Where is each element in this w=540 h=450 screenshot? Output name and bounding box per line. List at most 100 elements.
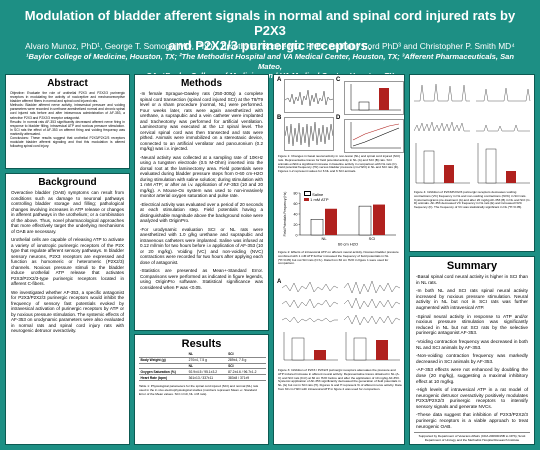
legend-swatch: [304, 198, 309, 201]
neural-trace: [343, 280, 401, 295]
bar: [291, 337, 305, 361]
methods-paragraph-1: -In female Sprague-Dawley rats (250-300g…: [140, 91, 263, 151]
figure-1-chart-d: [344, 119, 404, 153]
title-line-1: Modulation of bladder afferent signals i…: [24, 8, 516, 38]
table-row: Body Weight (g) 270±4, 7.5 g 289±4, 7.5 …: [139, 357, 266, 364]
table-cell: 87.2±4.6 / 96.7±1.2: [226, 368, 266, 376]
summary-panel: Summary -Basal spinal cord neural activi…: [409, 256, 535, 445]
bar: [379, 88, 389, 110]
figure-1-label-d: D: [336, 115, 341, 121]
figure-3-label-a: A: [277, 279, 282, 285]
summary-point: -AF-353 effects were not enhanced by dou…: [416, 367, 528, 384]
background-heading: Background: [38, 177, 97, 188]
y-tick-label: 40: [294, 212, 298, 216]
y-axis-label: Field Potentials Frequency (Hz): [283, 192, 287, 237]
table-header-cell: [139, 352, 188, 358]
table-cell: Heart Rate (bpm): [139, 374, 188, 381]
figure-1-trace-b: [284, 117, 334, 151]
abstract-heading: Abstract: [47, 78, 88, 89]
figure-4-caption: Figure 4: Inhibition of P2X3/P2X2/3 puri…: [414, 190, 531, 210]
summary-point: -Spinal neural activity in response to A…: [416, 313, 528, 336]
table-row: Heart Rate (bpm) 361±13 / 337±11 383±8 /…: [139, 374, 266, 381]
series-line: [352, 123, 400, 141]
bar: [376, 340, 388, 360]
table-cell: 92.9±4.5 / 95.1±3.2: [187, 368, 227, 376]
affiliations: ¹Baylor College of Medicine, Houston, TX…: [18, 52, 522, 81]
table-cell: Oxygen Saturation (%): [139, 368, 188, 376]
neural-trace: [343, 297, 401, 310]
affiliation-line-2: CA; ⁴Baylor College of Medicine and VA M…: [146, 71, 394, 80]
table-header-cell: SCI: [226, 352, 266, 358]
bar: [314, 350, 326, 360]
summary-heading: Summary: [446, 260, 498, 272]
legend-swatch: [304, 191, 311, 196]
legend-item-atp: 1 mM ATP: [304, 197, 329, 202]
series-line: [352, 127, 400, 147]
figure-3-caption: Figure 3: Inhibition of P2X3 / P2X2/3 pu…: [278, 368, 402, 391]
abstract-panel: Abstract Objective: Evaluate the role of…: [5, 74, 130, 169]
pressure-trace: [476, 124, 530, 132]
figure-1-trace-a: [284, 79, 334, 113]
y-tick-label: 60: [294, 202, 298, 206]
figure-3-traces: [282, 280, 401, 361]
summary-point: -These data suggest that inhibition of P…: [416, 412, 528, 429]
bar: [485, 148, 497, 184]
figure-2-chart: 0 20 40 60 80 Field Potentials Frequency (Hz)…: [283, 191, 396, 247]
legend-item-saline: Saline: [304, 191, 329, 197]
methods-heading: Methods: [180, 78, 223, 89]
abstract-results: Results: In normal rats AF-353 significa…: [10, 119, 125, 136]
table-cell: [139, 363, 188, 370]
neural-trace: [285, 89, 333, 107]
summary-point: -In both NL and SCI rats spinal neural a…: [416, 288, 528, 310]
table-cell: Body Weight (g): [139, 357, 188, 364]
abstract-methods: Methods: Bladder afferent nerve activity…: [10, 103, 125, 120]
summary-point: -High levels of intravesical ATP in a ra…: [416, 387, 528, 409]
neural-trace: [282, 316, 338, 324]
abstract-conclusions: Conclusions: These results suggest that …: [10, 136, 125, 149]
results-heading: Results: [181, 338, 222, 350]
abstract-objective: Objective: Evaluate the role of urotheli…: [10, 91, 125, 104]
methods-paragraph-5: -Statistics are presented as Mean+-Stand…: [140, 268, 263, 290]
figure-1-chart-c: [344, 81, 404, 115]
figures-panel: A B C D Figure 1: Changes in basal neura…: [273, 74, 405, 445]
x-axis-label: 60 cm H2O: [338, 242, 358, 247]
table-row: Oxygen Saturation (%) 92.9±4.5 / 95.1±3.…: [139, 368, 266, 376]
neural-trace: [282, 281, 339, 293]
figure-1-label-b: B: [277, 115, 282, 121]
table-header-row: NL SCI: [139, 352, 266, 358]
affiliation-line-1: ¹Baylor College of Medicine, Houston, TX…: [25, 52, 515, 71]
table-cell: 361±13 / 337±11: [187, 374, 227, 381]
bar-1-mm-atp-nl: [325, 208, 337, 235]
poster-title: Modulation of bladder afferent signals i…: [18, 8, 522, 53]
table-cell: 289±4, 7.5 g: [226, 357, 266, 364]
table-caption: Table 1: Physiological parameters for th…: [139, 383, 259, 396]
summary-point: -Voiding contraction frequency was decre…: [416, 338, 528, 350]
summary-point: -Non-voiding contraction frequency was m…: [416, 353, 528, 364]
table-cell: SCI: [226, 363, 266, 370]
figure-1-caption: Figure 1: Changes in basal neural activi…: [278, 154, 401, 174]
methods-paragraph-3: -Electrical activity was evaluated over …: [140, 201, 263, 224]
title-line-2: and P2X2/3 purinergic receptors.: [168, 38, 372, 53]
author-list: Alvaro Munoz, PhD¹, George T. Somogyi MD…: [25, 41, 515, 51]
summary-point: -Basal spinal cord neural activity is hi…: [416, 274, 528, 285]
bar: [358, 101, 370, 111]
x-tick-label: NL: [321, 236, 327, 241]
table-cell: 270±4, 7.5 g: [187, 357, 227, 364]
methods-paragraph-2: -Neural activity was collected at a samp…: [140, 154, 263, 199]
table-row: NL SCI: [139, 363, 266, 370]
results-panel: Results NL SCI Body Weight (g) 270±4, 7.…: [134, 334, 269, 445]
poster-header: Modulation of bladder afferent signals i…: [0, 0, 540, 90]
y-tick-label: 20: [294, 223, 298, 227]
pressure-trace: [414, 121, 470, 132]
background-paragraph-3: We investigated whether AF-353, a specif…: [11, 289, 124, 334]
figure-1-label-a: A: [277, 77, 282, 83]
bar: [423, 150, 435, 184]
table-cell: 383±8 / 371±9: [226, 374, 266, 381]
legend-label: Saline: [312, 192, 324, 197]
background-paragraph-1: Overactive bladder (OAB) symptoms can re…: [11, 190, 124, 234]
figure-4-panel: Figure 4: Inhibition of P2X3/P2X2/3 puri…: [409, 74, 535, 252]
background-panel: Background Overactive bladder (OAB) symp…: [5, 173, 130, 445]
neural-trace: [285, 121, 333, 148]
pressure-trace: [414, 83, 470, 102]
